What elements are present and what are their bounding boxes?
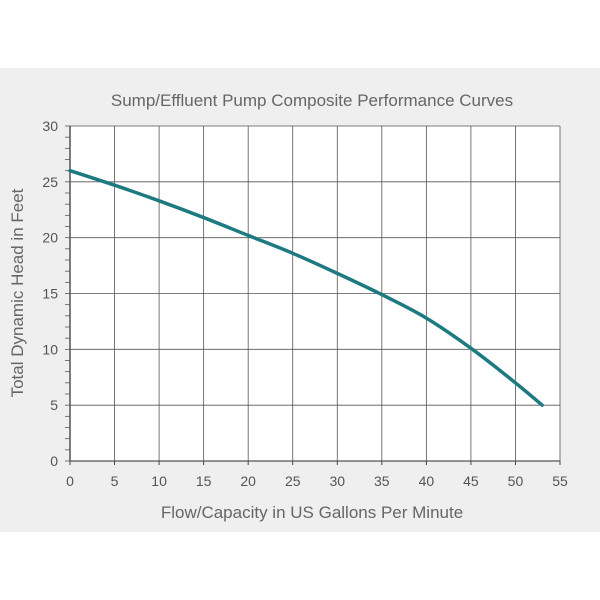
x-tick-label: 5 <box>111 473 119 489</box>
y-tick-label: 25 <box>42 174 58 190</box>
series-line <box>68 168 544 407</box>
x-tick-label: 20 <box>240 473 256 489</box>
x-tick-label: 35 <box>374 473 390 489</box>
chart-title: Sump/Effluent Pump Composite Performance… <box>111 91 513 110</box>
y-tick-label: 5 <box>50 397 58 413</box>
y-tick-label: 15 <box>42 286 58 302</box>
x-tick-label: 50 <box>508 473 524 489</box>
x-tick-label: 55 <box>552 473 568 489</box>
y-axis-label: Total Dynamic Head in Feet <box>8 188 27 397</box>
x-tick-label: 40 <box>419 473 435 489</box>
x-tick-label: 0 <box>66 473 74 489</box>
y-tick-label: 0 <box>50 453 58 469</box>
y-tick-label: 20 <box>42 230 58 246</box>
x-tick-label: 25 <box>285 473 301 489</box>
y-tick-label: 10 <box>42 341 58 357</box>
x-tick-label: 30 <box>329 473 345 489</box>
x-tick-label: 45 <box>463 473 479 489</box>
x-tick-label: 15 <box>196 473 212 489</box>
x-tick-label: 10 <box>151 473 167 489</box>
y-tick-label: 30 <box>42 118 58 134</box>
x-axis-label: Flow/Capacity in US Gallons Per Minute <box>161 503 463 522</box>
